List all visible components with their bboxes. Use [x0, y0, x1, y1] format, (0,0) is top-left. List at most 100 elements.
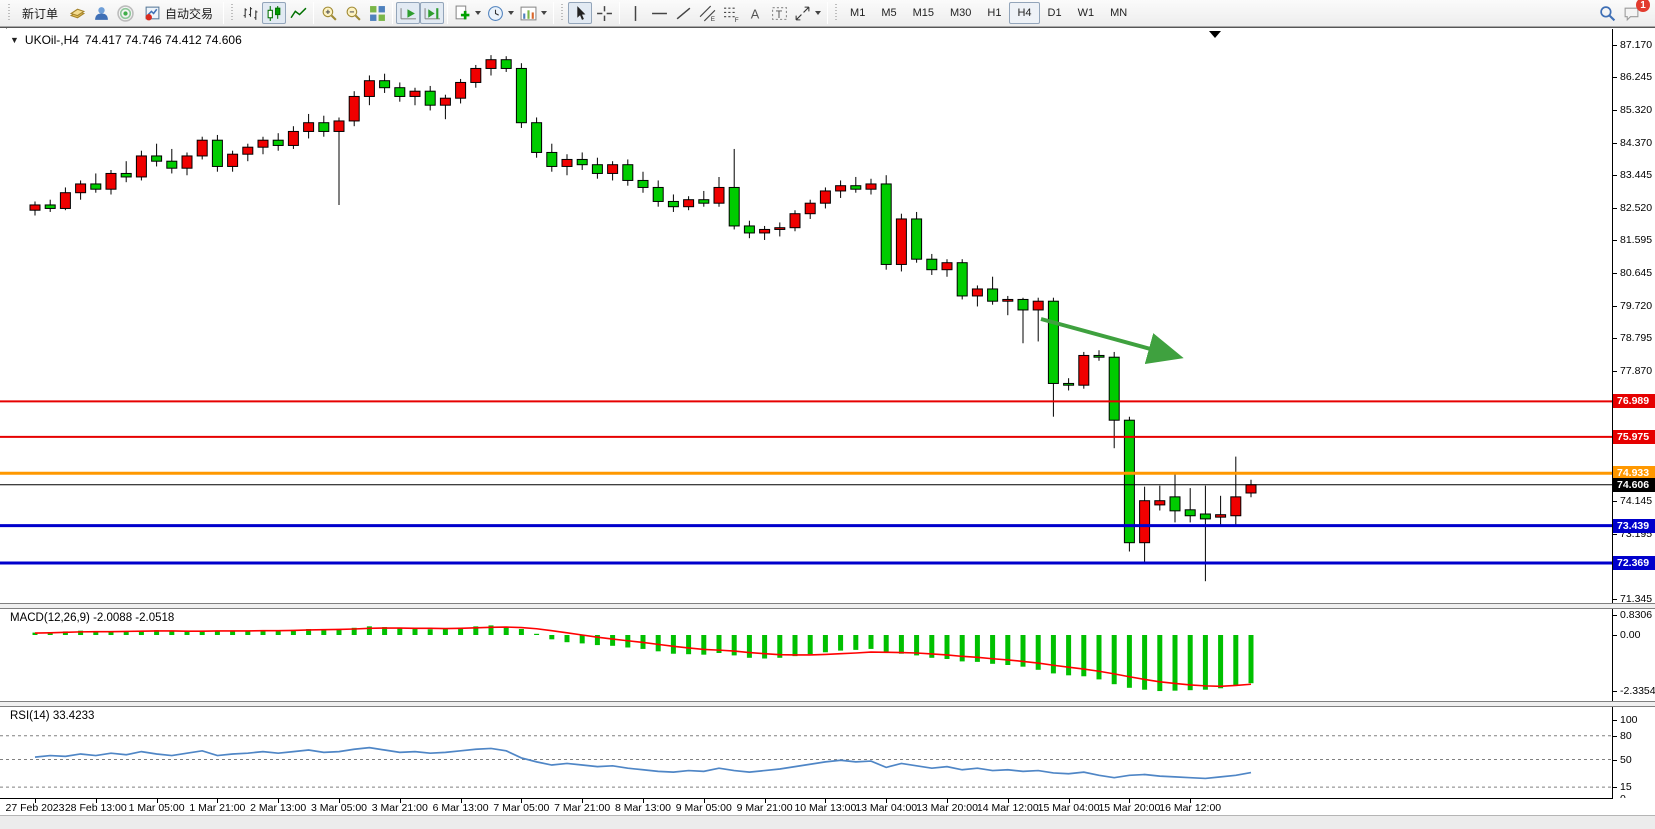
- macd-histogram-bar: [959, 635, 965, 662]
- time-axis[interactable]: 27 Feb 2023 28 Feb 13:00 1 Mar 05:00 1 Mar …: [0, 798, 1613, 815]
- macd-histogram-bar: [655, 635, 661, 652]
- timeframe-h1[interactable]: H1: [987, 7, 1002, 19]
- candle: [1245, 479, 1257, 498]
- time-tick-label: 1 Mar 05:00: [128, 802, 185, 814]
- candle: [394, 82, 406, 102]
- auto-scroll-icon: [400, 5, 417, 22]
- trend-arrow-annotation[interactable]: [1040, 317, 1184, 365]
- chart-shift-marker[interactable]: [1209, 31, 1221, 38]
- macd-axis[interactable]: 0.8306 0.00 -2.3354: [1612, 609, 1655, 701]
- macd-histogram-bar: [351, 627, 357, 635]
- price-axis[interactable]: 87.170 86.245 85.320 84.370 83.445 82.520 81.5…: [1612, 29, 1655, 605]
- autotrading-button[interactable]: 自动交易: [137, 2, 220, 24]
- new-chart-button[interactable]: [451, 2, 484, 24]
- candlestick-chart-button[interactable]: [262, 2, 287, 24]
- candle: [242, 143, 254, 162]
- toolbar-drag-handle[interactable]: [560, 4, 566, 22]
- macd-histogram-bar: [716, 635, 722, 653]
- macd-histogram-bar: [898, 635, 904, 654]
- toolbar-drag-handle[interactable]: [230, 4, 236, 22]
- timeframe-mn[interactable]: MN: [1110, 7, 1128, 19]
- signals-button[interactable]: [113, 2, 137, 24]
- crosshair-button[interactable]: [592, 2, 616, 24]
- timeframe-d1[interactable]: D1: [1047, 7, 1062, 19]
- candle: [90, 173, 102, 193]
- community-button[interactable]: [89, 2, 113, 24]
- files-button[interactable]: [65, 2, 89, 24]
- price-tick-label: 81.595: [1613, 233, 1655, 247]
- arrows-tool-button[interactable]: [791, 2, 824, 24]
- timeframe-h4[interactable]: H4: [1009, 2, 1040, 24]
- macd-histogram-bar: [777, 635, 783, 658]
- candle: [1032, 297, 1044, 342]
- time-tick: [35, 799, 36, 803]
- templates-button[interactable]: [517, 2, 550, 24]
- toolbar-drag-handle[interactable]: [7, 4, 12, 22]
- svg-text:T: T: [775, 8, 782, 20]
- line-chart-button[interactable]: [286, 2, 310, 24]
- time-tick: [217, 799, 219, 803]
- timeframe-m30[interactable]: M30: [950, 7, 972, 19]
- fibonacci-button[interactable]: F: [719, 2, 743, 24]
- time-tick-label: 3 Mar 05:00: [310, 802, 368, 814]
- rsi-plot[interactable]: [0, 707, 1612, 798]
- candle: [728, 148, 740, 230]
- toolbar-group-scroll: [396, 0, 445, 27]
- zoom-in-button[interactable]: [317, 2, 341, 24]
- panel-splitter[interactable]: [0, 701, 1655, 707]
- timeframe-m1[interactable]: M1: [850, 7, 866, 19]
- text-label-button[interactable]: T: [767, 2, 791, 24]
- horizontal-line-icon: [651, 5, 668, 22]
- toolbar-drag-handle[interactable]: [834, 4, 840, 22]
- chart-title: ▼ UKOil-,H4 74.417 74.746 74.412 74.606: [10, 33, 242, 47]
- timeframe-w1[interactable]: W1: [1077, 7, 1095, 19]
- candle: [835, 180, 847, 198]
- trendline-button[interactable]: [671, 2, 695, 24]
- macd-histogram-bar: [610, 635, 616, 646]
- time-tick-label: 1 Mar 21:00: [189, 802, 246, 814]
- horizontal-line-button[interactable]: [647, 2, 671, 24]
- macd-panel: MACD(12,26,9) -2.0088 -2.0518 0.8306 0.00…: [0, 609, 1655, 701]
- macd-histogram-bar: [260, 630, 266, 635]
- bar-chart-button[interactable]: [238, 2, 262, 24]
- price-tick-label: 86.245: [1613, 70, 1655, 84]
- timeframe-m15[interactable]: M15: [912, 7, 934, 19]
- dropdown-arrow-icon: [508, 11, 515, 15]
- search-button[interactable]: [1595, 2, 1619, 24]
- price-tick-label: 78.795: [1613, 331, 1655, 345]
- macd-histogram-bar: [1218, 635, 1224, 689]
- toolbar-separator: [313, 2, 315, 24]
- toolbar-separator: [553, 2, 555, 24]
- auto-scroll-button[interactable]: [396, 2, 421, 24]
- channel-button[interactable]: E: [695, 2, 719, 24]
- macd-histogram-bar: [382, 627, 388, 635]
- text-button[interactable]: A: [743, 2, 767, 24]
- macd-histogram-bar: [1233, 635, 1239, 686]
- new-order-button[interactable]: 新订单: [15, 2, 65, 24]
- main-chart-plot[interactable]: [0, 29, 1612, 603]
- timeframe-m5[interactable]: M5: [881, 7, 897, 19]
- vertical-line-button[interactable]: [623, 2, 647, 24]
- candle: [318, 115, 330, 137]
- price-level-badge: 74.606: [1613, 477, 1655, 492]
- line-chart-icon: [289, 5, 307, 22]
- macd-histogram-bar: [1050, 635, 1056, 674]
- macd-histogram-bar: [1142, 635, 1148, 690]
- zoom-out-button[interactable]: [341, 2, 365, 24]
- time-tick: [947, 799, 948, 803]
- candle: [956, 259, 968, 300]
- macd-histogram-bar: [1202, 635, 1208, 690]
- macd-histogram-bar: [1111, 635, 1117, 685]
- periods-button[interactable]: [484, 2, 517, 24]
- macd-histogram-bar: [412, 628, 418, 635]
- macd-plot[interactable]: [0, 609, 1612, 701]
- chart-shift-button[interactable]: [420, 2, 445, 24]
- candle: [1154, 485, 1166, 511]
- collapse-icon[interactable]: ▼: [10, 35, 19, 45]
- tile-windows-button[interactable]: [365, 2, 389, 24]
- rsi-axis[interactable]: 1008050150: [1612, 707, 1655, 805]
- chat-button[interactable]: 1: [1619, 0, 1650, 24]
- panel-splitter[interactable]: [0, 603, 1655, 609]
- cursor-button[interactable]: [568, 2, 593, 24]
- toolbar: 新订单 自动交易: [0, 0, 1655, 27]
